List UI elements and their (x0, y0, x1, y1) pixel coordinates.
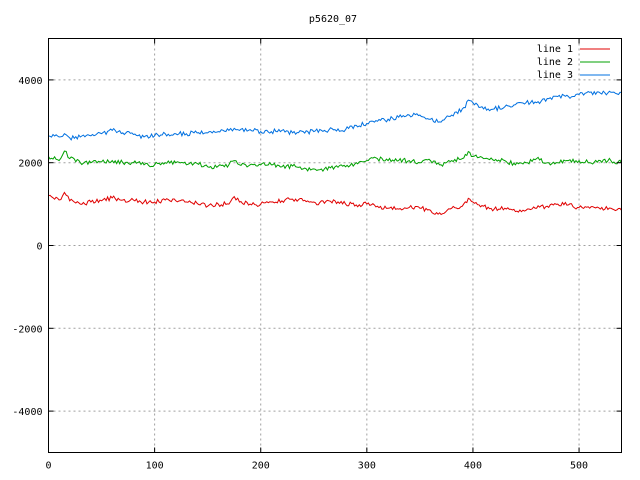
x-tick-label: 0 (45, 461, 51, 472)
legend-label-2: line 2 (537, 57, 573, 68)
y-tick-label: -2000 (12, 324, 42, 335)
grid-lines (48, 38, 622, 453)
legend: line 1 line 2 line 3 (537, 44, 610, 81)
x-tick-label: 500 (570, 461, 588, 472)
y-tick-label: 2000 (18, 159, 42, 170)
x-tick-label: 100 (146, 461, 164, 472)
y-tick-label: -4000 (12, 407, 42, 418)
y-tick-label: 4000 (18, 76, 42, 87)
x-tick-label: 200 (252, 461, 270, 472)
series-group (48, 90, 622, 216)
legend-label-1: line 1 (537, 44, 573, 55)
x-tick-label: 300 (358, 461, 376, 472)
axis-ticks: 0 100 200 300 400 500 -4000 -2000 0 2000 4000 (12, 38, 622, 472)
series-line-3 (48, 90, 622, 141)
y-tick-label: 0 (36, 242, 42, 253)
series-line-1 (48, 191, 622, 216)
series-line-2 (48, 150, 622, 172)
legend-label-3: line 3 (537, 70, 573, 81)
x-tick-label: 400 (464, 461, 482, 472)
chart-title: p5620_07 (309, 14, 357, 25)
